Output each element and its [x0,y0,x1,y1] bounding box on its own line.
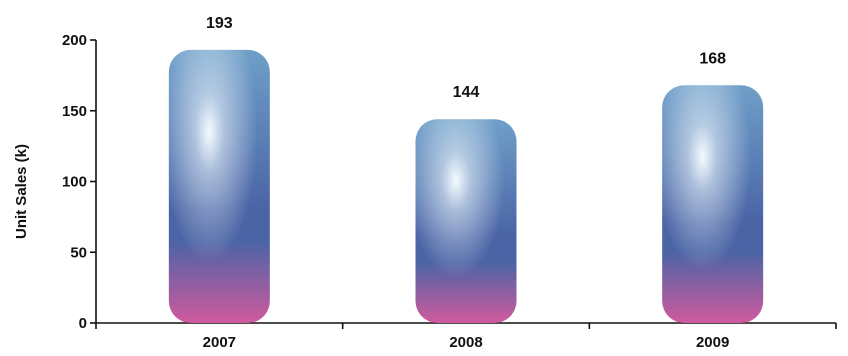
x-tick-label-2009: 2009 [696,334,729,351]
y-tick-label: 50 [70,244,87,261]
y-tick-label: 100 [62,174,87,191]
y-tick-label: 150 [62,103,87,120]
x-tick-label-2007: 2007 [203,334,236,351]
bar-highlight [662,85,764,323]
bars [168,49,764,324]
y-tick-label: 0 [79,315,87,332]
y-axis-title: Unit Sales (k) [13,144,30,239]
bar-highlight [168,49,270,323]
x-axis: 2007 2008 2009 [95,322,837,351]
x-tick-label-2008: 2008 [449,334,482,351]
bar-highlight [415,119,517,324]
y-axis: 0 50 100 150 200 Unit Sales (k) [13,32,97,332]
data-labels: 193 144 168 [206,15,726,101]
data-label-2007: 193 [206,15,233,32]
data-label-2009: 168 [699,50,726,67]
data-label-2008: 144 [453,84,480,101]
y-tick-label: 200 [62,32,87,49]
